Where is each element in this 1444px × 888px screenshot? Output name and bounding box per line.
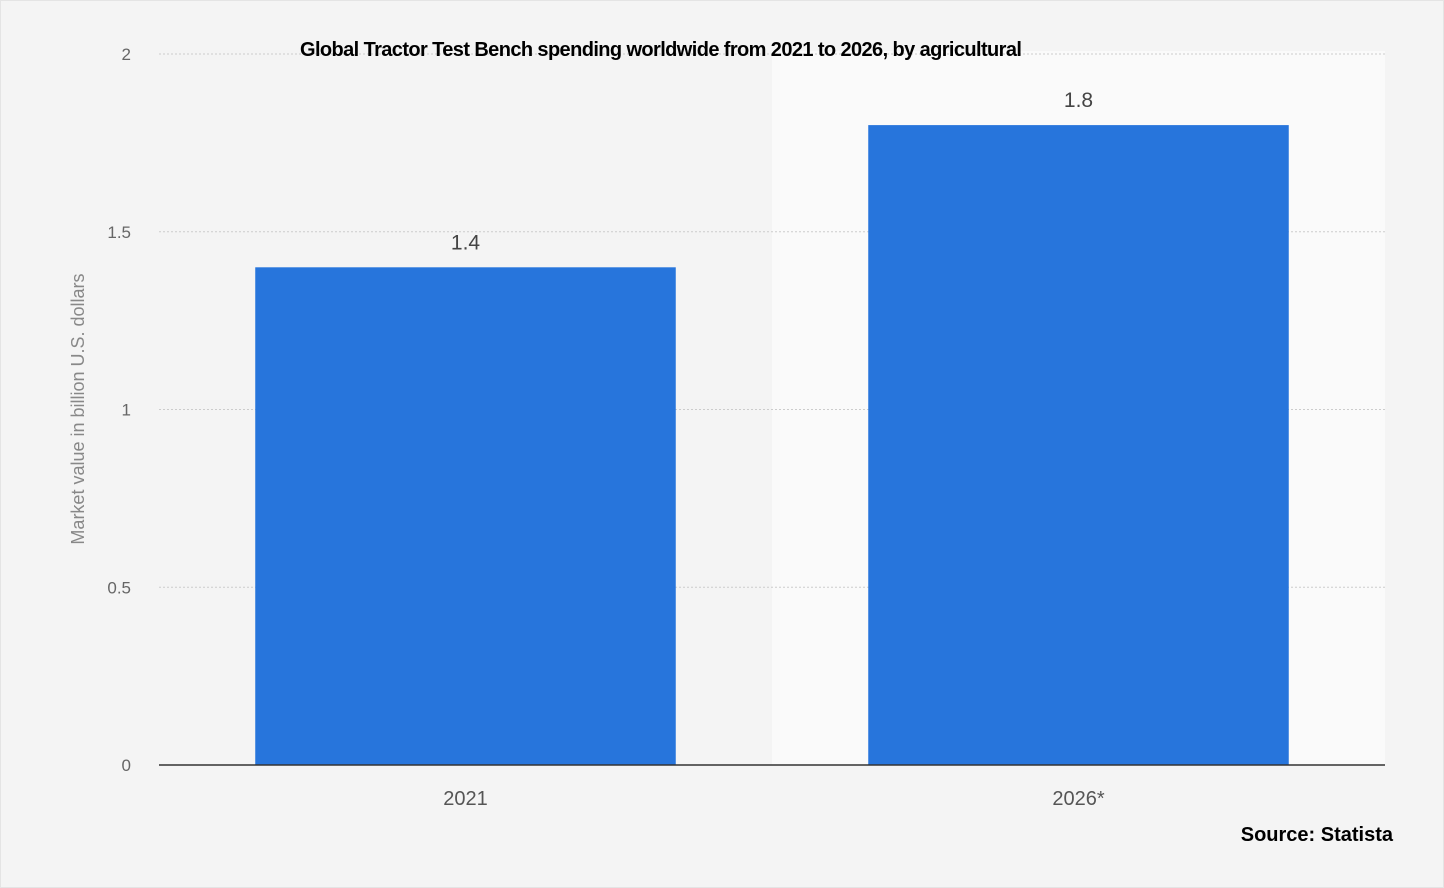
- y-tick-label: 1.5: [107, 223, 131, 242]
- y-tick-label: 2: [122, 45, 131, 64]
- data-label: 1.8: [1064, 89, 1093, 112]
- data-label: 1.4: [451, 231, 481, 254]
- y-tick-label: 0.5: [107, 578, 131, 597]
- bar: [868, 125, 1289, 766]
- y-tick-label: 0: [122, 756, 131, 775]
- x-tick-label: 2021: [443, 788, 488, 810]
- y-tick-label: 1: [122, 401, 131, 420]
- source-label: Source: Statista: [1241, 824, 1394, 846]
- chart-title: Global Tractor Test Bench spending world…: [300, 39, 1021, 61]
- y-axis-label: Market value in billion U.S. dollars: [68, 273, 88, 544]
- x-tick-label: 2026*: [1052, 788, 1104, 810]
- bar: [255, 267, 676, 765]
